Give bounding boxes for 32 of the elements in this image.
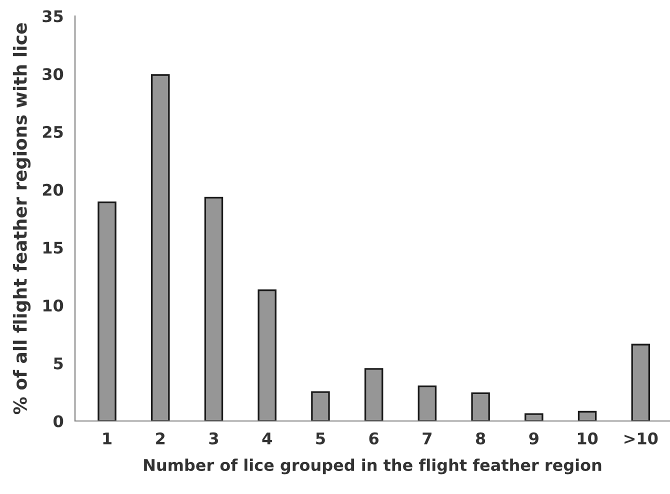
y-tick-label: 20 — [42, 184, 64, 196]
bar — [151, 74, 170, 421]
bar — [524, 413, 544, 421]
bar — [471, 392, 490, 421]
y-tick-label: 0 — [54, 415, 64, 428]
x-tick-label: 1 — [103, 432, 112, 444]
bar — [631, 344, 650, 421]
x-tick-label: >10 — [624, 432, 658, 444]
x-tick-label: 4 — [262, 432, 272, 444]
y-tick-label: 10 — [43, 300, 64, 312]
x-tick-label: 2 — [156, 432, 165, 444]
y-tick-label: 35 — [42, 10, 63, 22]
x-axis-title: Number of lice grouped in the flight feather region — [144, 458, 602, 474]
bar — [98, 201, 116, 421]
y-tick-label: 30 — [42, 68, 64, 80]
y-tick-label: 25 — [42, 126, 63, 138]
x-tick-label: 3 — [209, 432, 218, 444]
bar — [258, 289, 276, 421]
y-tick-label: 15 — [43, 242, 63, 254]
y-tick-label: 5 — [54, 358, 63, 370]
bar — [204, 196, 224, 421]
bar — [311, 391, 330, 421]
x-tick-label: 9 — [529, 432, 538, 444]
bar — [418, 385, 437, 421]
x-tick-label: 7 — [422, 432, 432, 444]
x-tick-label: 10 — [578, 432, 598, 444]
x-tick-label: 5 — [316, 432, 325, 444]
x-tick-label: 6 — [369, 432, 379, 444]
x-tick-label: 8 — [476, 432, 486, 444]
bar — [578, 410, 597, 421]
bar — [364, 368, 384, 421]
y-axis-title: % of all flight feather regions with lice — [12, 23, 31, 414]
